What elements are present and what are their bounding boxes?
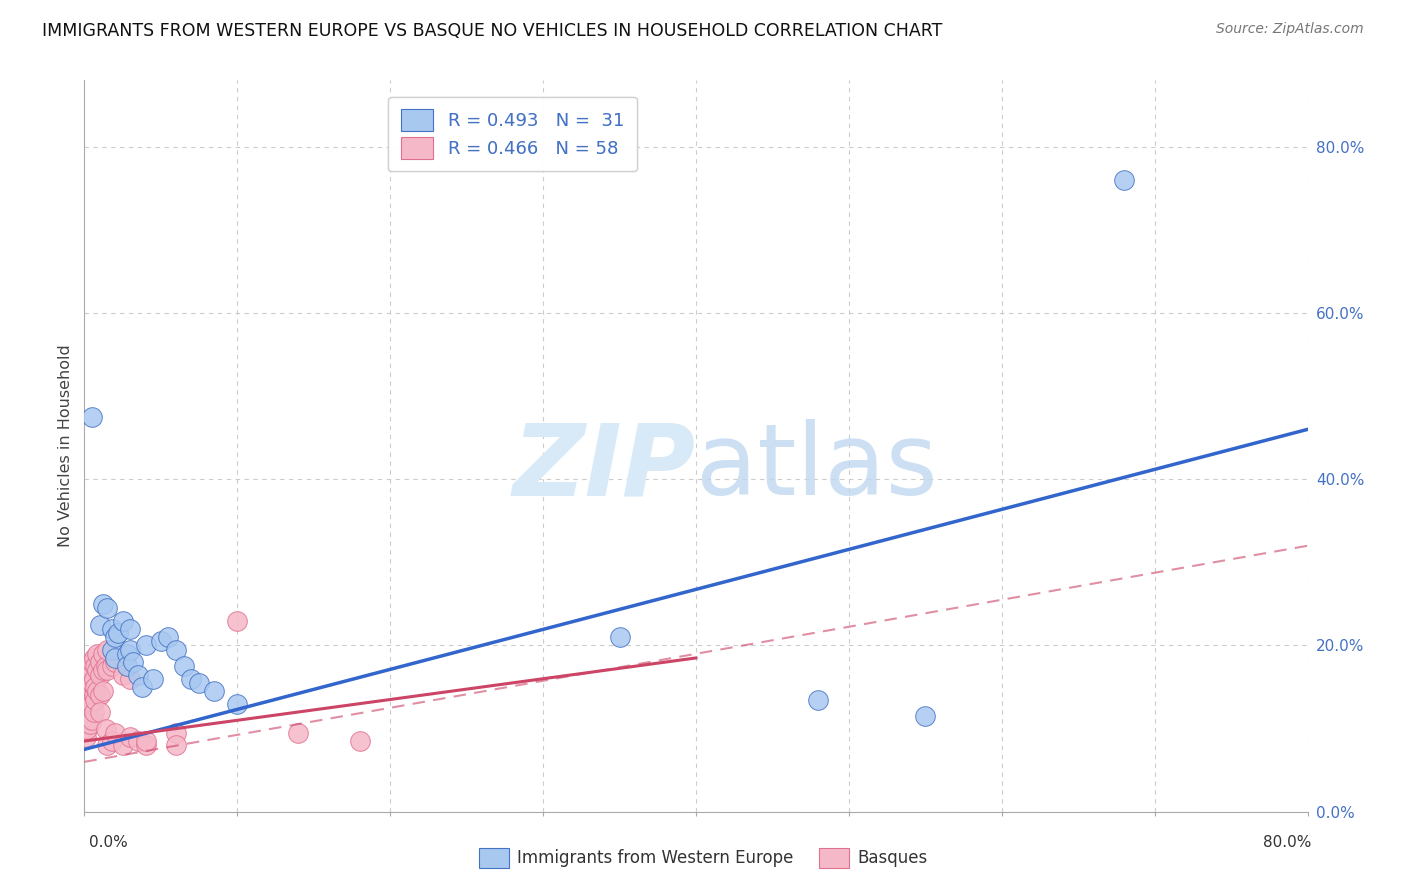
Point <box>83 672 105 686</box>
Point <box>122 655 145 669</box>
Point <box>142 672 165 686</box>
Point <box>226 614 249 628</box>
Point <box>79 717 101 731</box>
Point <box>83 705 105 719</box>
Point <box>188 676 211 690</box>
Point <box>83 689 105 703</box>
Point <box>91 597 114 611</box>
Point <box>349 734 371 748</box>
Point <box>157 630 180 644</box>
Point <box>120 672 142 686</box>
Point <box>287 725 309 739</box>
Point <box>131 680 153 694</box>
Point <box>135 738 157 752</box>
Point <box>77 714 100 728</box>
Text: ZIP: ZIP <box>513 419 696 516</box>
Point <box>115 659 138 673</box>
Point <box>1114 173 1136 187</box>
Point <box>165 725 187 739</box>
Point <box>104 651 127 665</box>
Point <box>80 714 103 728</box>
Point <box>94 722 117 736</box>
Point <box>83 651 105 665</box>
Point <box>914 709 936 723</box>
Point <box>89 617 111 632</box>
Point <box>120 730 142 744</box>
Point <box>84 680 107 694</box>
Point <box>104 725 127 739</box>
Point <box>84 659 107 673</box>
Point <box>111 667 134 681</box>
Text: atlas: atlas <box>696 419 938 516</box>
Point <box>101 642 124 657</box>
Point <box>75 701 97 715</box>
Point <box>89 655 111 669</box>
Point <box>79 664 101 678</box>
Point <box>91 647 114 661</box>
Point <box>609 630 631 644</box>
Point <box>127 667 149 681</box>
Point <box>89 705 111 719</box>
Point <box>91 664 114 678</box>
Point <box>79 701 101 715</box>
Point <box>86 664 108 678</box>
Y-axis label: No Vehicles in Household: No Vehicles in Household <box>58 344 73 548</box>
Point <box>120 622 142 636</box>
Point <box>107 626 129 640</box>
Point <box>101 734 124 748</box>
Point <box>115 647 138 661</box>
Point <box>75 730 97 744</box>
Point <box>173 659 195 673</box>
Legend: Immigrants from Western Europe, Basques: Immigrants from Western Europe, Basques <box>472 841 934 875</box>
Point <box>86 647 108 661</box>
Point <box>165 738 187 752</box>
Point <box>104 630 127 644</box>
Point <box>135 639 157 653</box>
Point <box>149 634 172 648</box>
Point <box>104 655 127 669</box>
Point <box>77 676 100 690</box>
Point <box>77 697 100 711</box>
Point <box>86 684 108 698</box>
Point <box>77 659 100 673</box>
Point <box>84 692 107 706</box>
Point <box>80 676 103 690</box>
Legend: R = 0.493   N =  31, R = 0.466   N = 58: R = 0.493 N = 31, R = 0.466 N = 58 <box>388 96 637 171</box>
Point <box>76 722 98 736</box>
Point <box>127 734 149 748</box>
Point <box>101 622 124 636</box>
Text: 0.0%: 0.0% <box>89 836 128 850</box>
Point <box>79 680 101 694</box>
Point <box>226 697 249 711</box>
Point <box>135 734 157 748</box>
Point <box>76 667 98 681</box>
Point <box>111 614 134 628</box>
Point <box>101 659 124 673</box>
Point <box>75 717 97 731</box>
Point <box>120 642 142 657</box>
Point <box>165 642 187 657</box>
Point <box>180 672 202 686</box>
Point <box>89 689 111 703</box>
Point <box>807 692 830 706</box>
Point <box>80 697 103 711</box>
Text: IMMIGRANTS FROM WESTERN EUROPE VS BASQUE NO VEHICLES IN HOUSEHOLD CORRELATION CH: IMMIGRANTS FROM WESTERN EUROPE VS BASQUE… <box>42 22 942 40</box>
Point <box>96 601 118 615</box>
Text: Source: ZipAtlas.com: Source: ZipAtlas.com <box>1216 22 1364 37</box>
Point <box>96 738 118 752</box>
Point <box>76 705 98 719</box>
Point <box>111 738 134 752</box>
Point <box>76 684 98 698</box>
Point <box>96 642 118 657</box>
Point <box>75 689 97 703</box>
Point <box>202 684 225 698</box>
Text: 80.0%: 80.0% <box>1264 836 1312 850</box>
Point <box>91 684 114 698</box>
Point <box>96 664 118 678</box>
Point <box>80 409 103 424</box>
Point <box>89 667 111 681</box>
Point <box>80 655 103 669</box>
Point <box>94 659 117 673</box>
